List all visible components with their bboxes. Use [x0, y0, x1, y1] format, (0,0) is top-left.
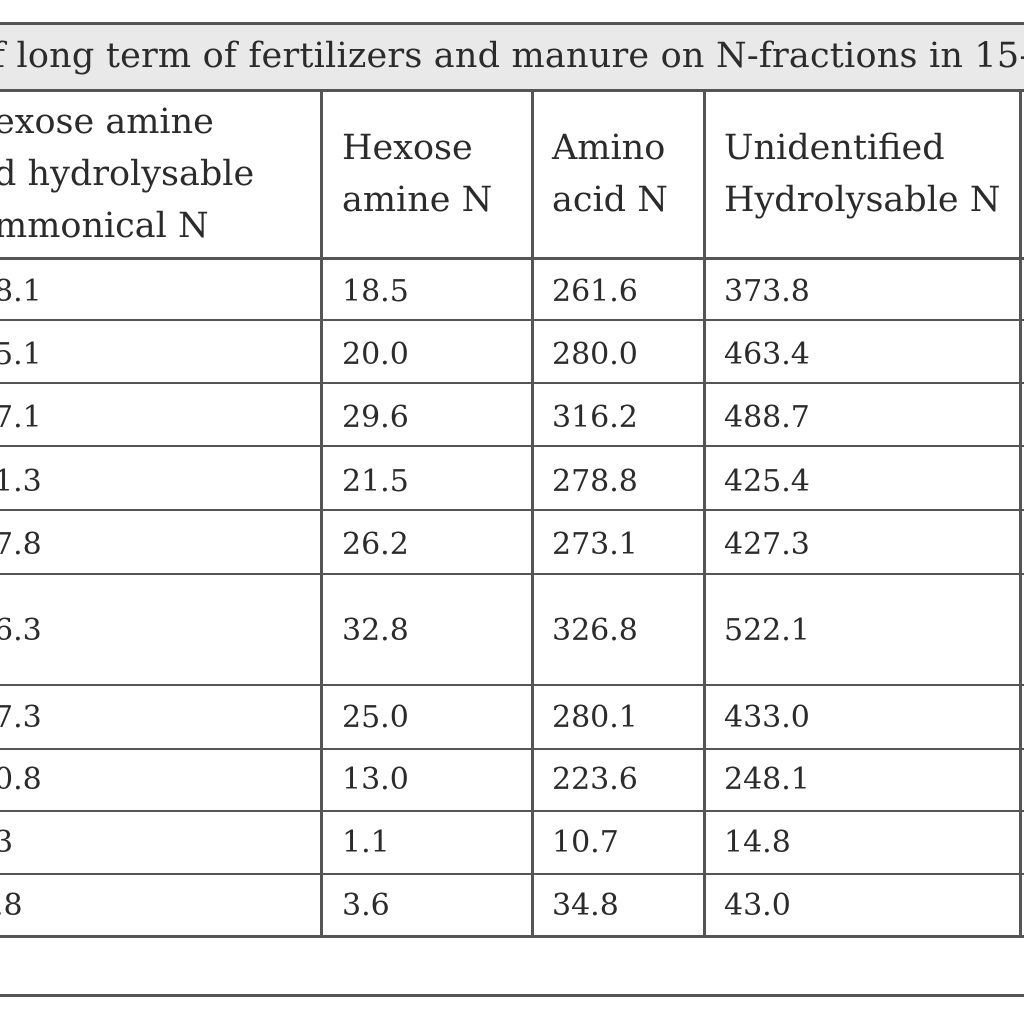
header-cell: Unidentified Hydrolysable N	[724, 128, 1001, 220]
rule-below-title	[0, 89, 1024, 92]
table-title-bar	[0, 24, 1024, 89]
header-cell: exose amine d hydrolysable mmonical N	[0, 102, 255, 246]
table-cell: 34.8	[552, 888, 619, 923]
row-divider	[0, 319, 1024, 321]
table-cell: 280.1	[552, 700, 638, 735]
table-cell: 463.4	[724, 337, 810, 372]
table-cell: 7.8	[0, 527, 42, 562]
table-cell: 248.1	[724, 762, 810, 797]
table-cell: 278.8	[552, 464, 638, 499]
table-cell: 273.1	[552, 527, 638, 562]
table-cell: 32.8	[342, 613, 409, 648]
table-cell: 522.1	[724, 613, 810, 648]
table-cell: 14.8	[724, 825, 791, 860]
table-cell: 25.0	[342, 700, 409, 735]
table-cell: 13.0	[342, 762, 409, 797]
table-cell: 1.3	[0, 464, 42, 499]
table-title: f long term of fertilizers and manure on…	[0, 36, 1024, 76]
table-cell: 18.5	[342, 274, 409, 309]
table-cell: 5.1	[0, 337, 42, 372]
table-cell: 427.3	[724, 527, 810, 562]
table-cell: 26.2	[342, 527, 409, 562]
table-cell: 3	[0, 825, 14, 860]
table-cell: .8	[0, 888, 23, 923]
table-cell: 1.1	[342, 825, 390, 860]
row-divider	[0, 573, 1024, 575]
table-cell: 8.1	[0, 274, 42, 309]
row-divider	[0, 382, 1024, 384]
table-cell: 7.3	[0, 700, 42, 735]
table-cell: 316.2	[552, 400, 638, 435]
table-cell: 10.7	[552, 825, 619, 860]
row-divider	[0, 810, 1024, 812]
rule-table-bottom	[0, 935, 1024, 938]
header-cell: Hexose amine N	[342, 128, 493, 220]
row-divider	[0, 684, 1024, 686]
column-divider	[531, 89, 534, 938]
table-cell: 326.8	[552, 613, 638, 648]
rule-below-header	[0, 257, 1024, 260]
row-divider	[0, 748, 1024, 750]
table-cell: 373.8	[724, 274, 810, 309]
table-cell: 280.0	[552, 337, 638, 372]
row-divider	[0, 509, 1024, 511]
table-cell: 0.8	[0, 762, 42, 797]
table-cell: 223.6	[552, 762, 638, 797]
rule-top	[0, 22, 1024, 25]
table-cell: 433.0	[724, 700, 810, 735]
column-divider	[320, 89, 323, 938]
header-cell: Amino acid N	[552, 128, 668, 220]
table-cell: 425.4	[724, 464, 810, 499]
column-divider	[1019, 89, 1022, 938]
table-cell: 6.3	[0, 613, 42, 648]
row-divider	[0, 873, 1024, 875]
table-cell: 29.6	[342, 400, 409, 435]
rule-bottom	[0, 994, 1024, 997]
column-divider	[703, 89, 706, 938]
table-cell: 21.5	[342, 464, 409, 499]
table-cell: 3.6	[342, 888, 390, 923]
table-cell: 43.0	[724, 888, 791, 923]
table-cell: 7.1	[0, 400, 42, 435]
row-divider	[0, 445, 1024, 447]
table-cell: 261.6	[552, 274, 638, 309]
table-cell: 488.7	[724, 400, 810, 435]
table-cell: 20.0	[342, 337, 409, 372]
